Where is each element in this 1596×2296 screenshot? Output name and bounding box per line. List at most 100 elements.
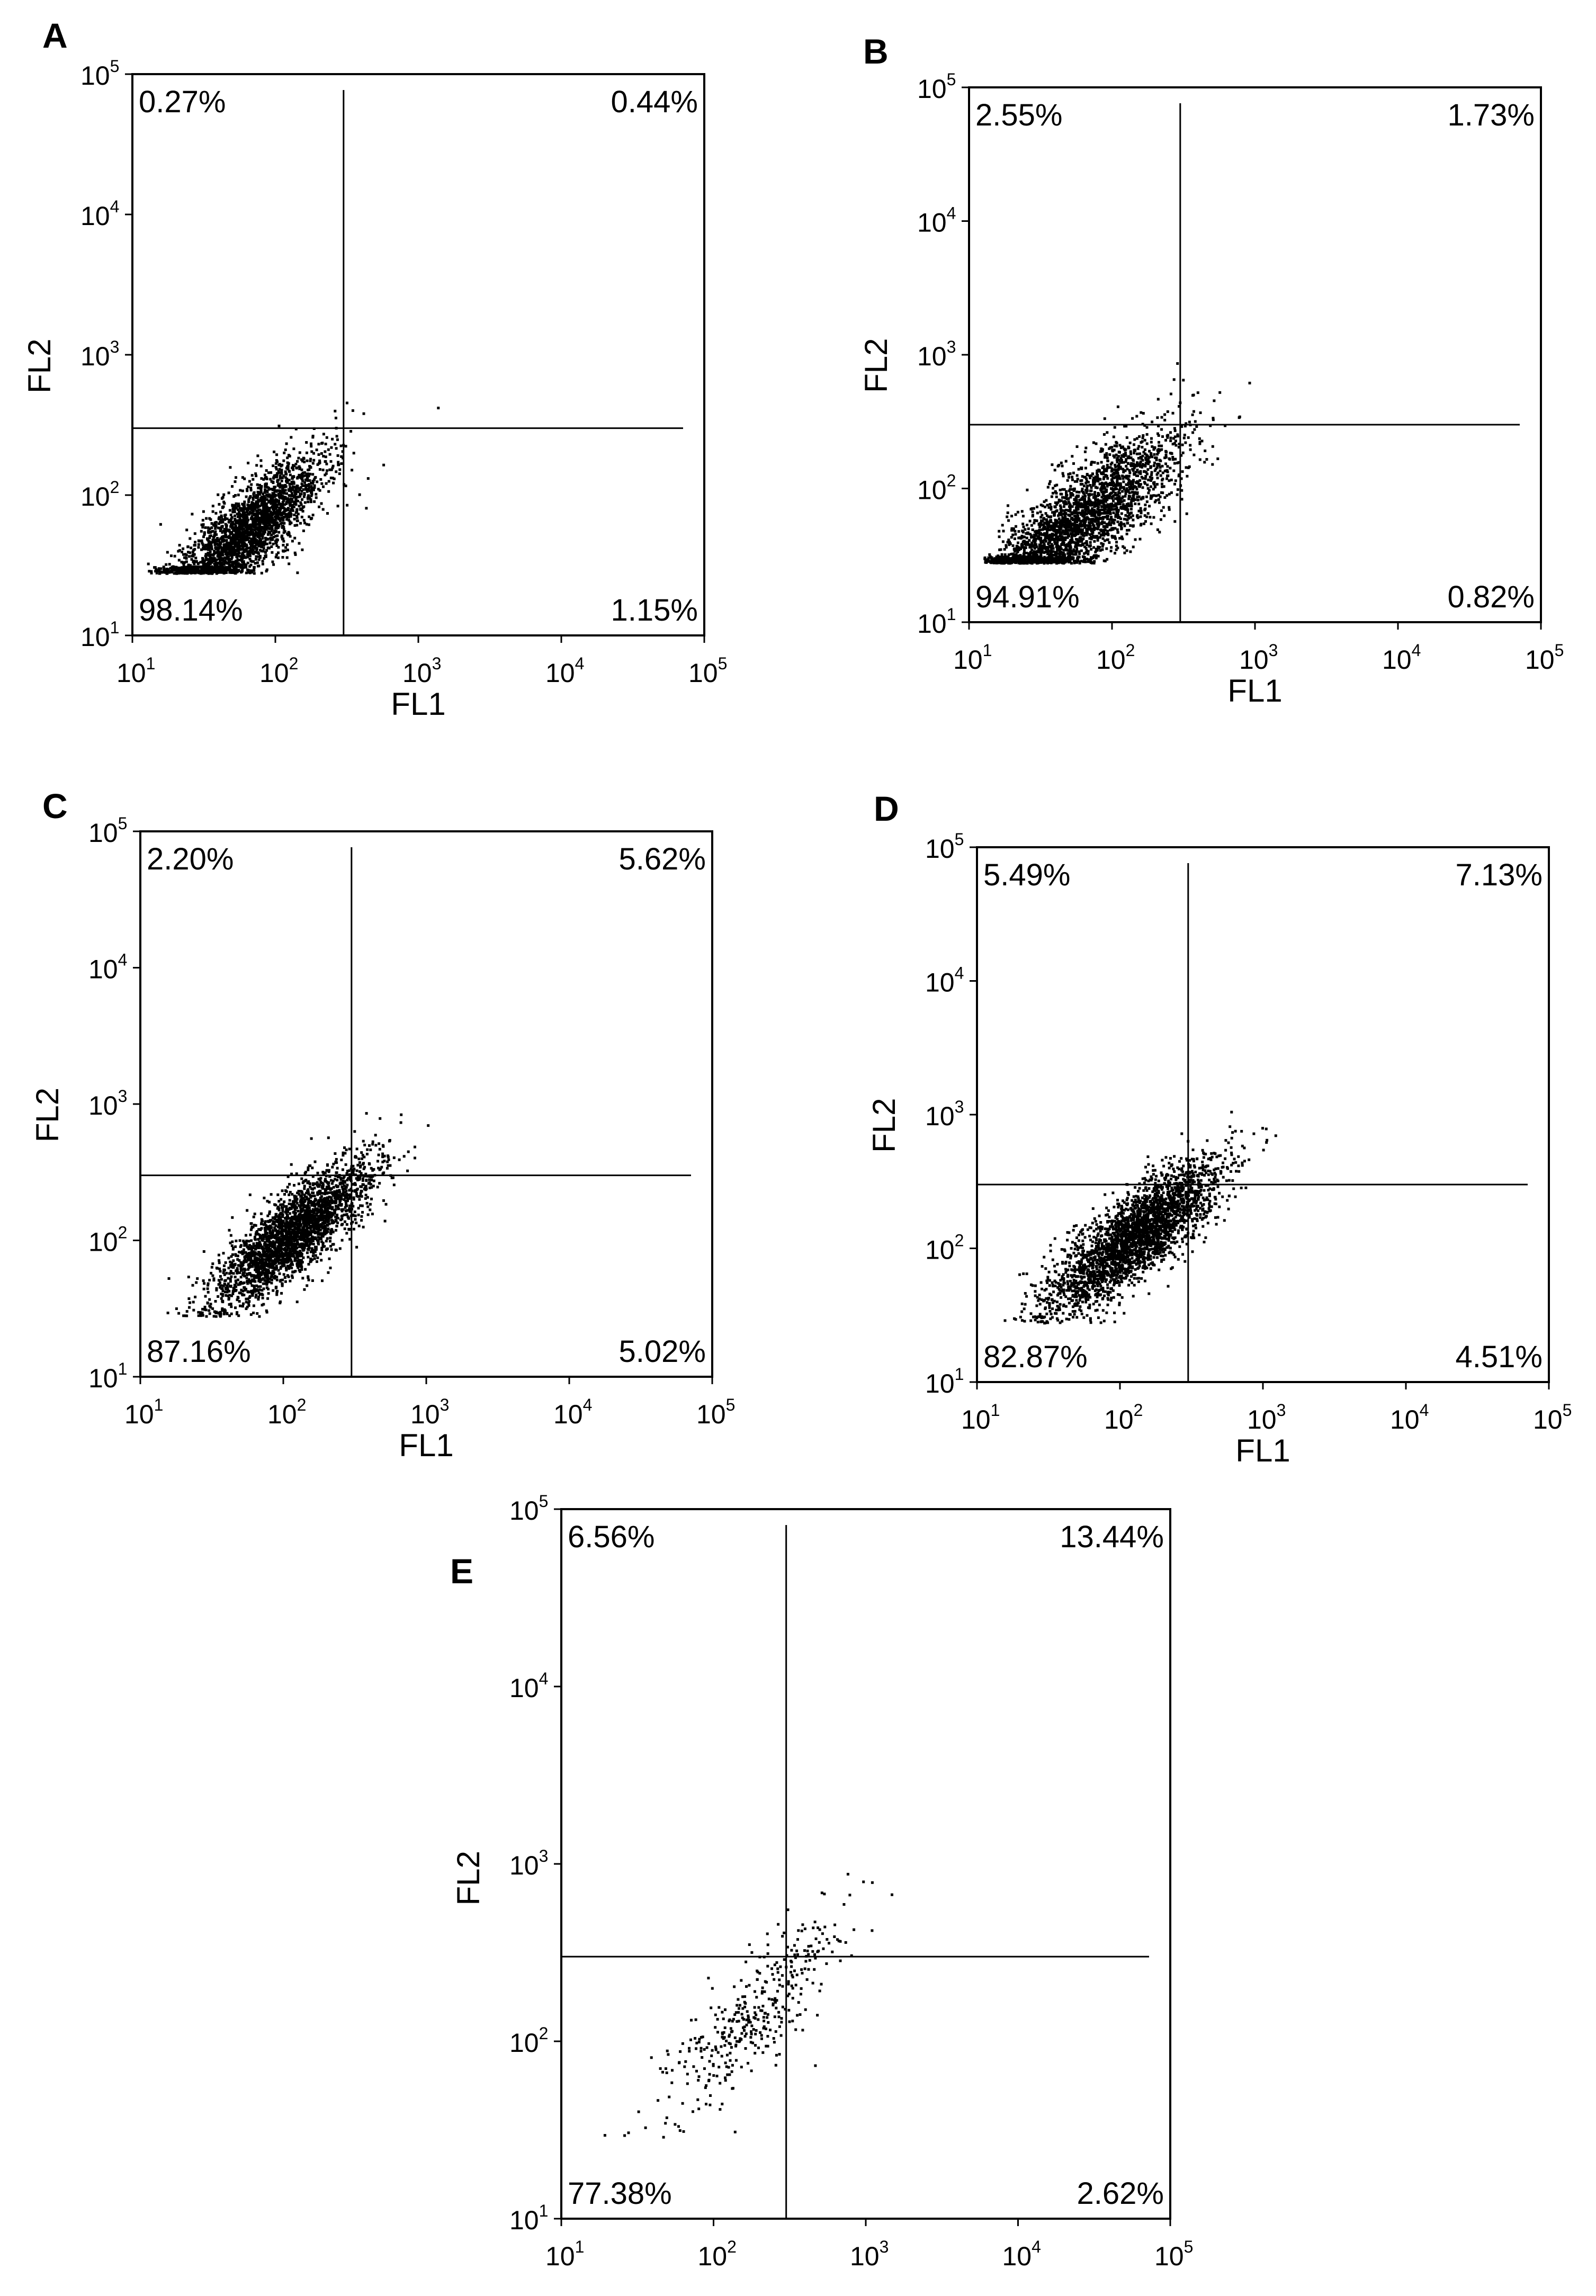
data-point — [1073, 518, 1076, 521]
data-point — [1067, 514, 1070, 517]
data-point — [178, 549, 181, 552]
data-point — [1157, 498, 1160, 501]
data-point — [1075, 519, 1079, 523]
data-point — [1042, 559, 1045, 562]
data-point — [1099, 450, 1102, 453]
data-point — [240, 509, 243, 512]
data-point — [274, 462, 277, 465]
data-point — [192, 553, 195, 557]
data-point — [237, 494, 240, 497]
data-point — [1125, 474, 1128, 478]
data-point — [1095, 504, 1098, 507]
data-point — [1106, 467, 1109, 470]
data-point — [1119, 517, 1123, 521]
data-point — [1102, 465, 1105, 468]
data-point — [225, 524, 228, 527]
data-point — [1054, 523, 1057, 526]
data-point — [184, 553, 187, 556]
data-point — [1038, 537, 1041, 541]
data-point — [276, 479, 279, 482]
data-point — [205, 548, 209, 551]
data-point — [1119, 521, 1123, 524]
data-point — [1119, 465, 1122, 469]
data-point — [1095, 518, 1098, 521]
data-point — [1189, 444, 1192, 447]
data-point — [318, 468, 321, 471]
data-point — [1116, 472, 1119, 475]
data-point — [1122, 468, 1125, 471]
data-point — [201, 526, 204, 529]
data-point — [1055, 542, 1059, 545]
data-point — [241, 539, 245, 541]
quadrant-label-lower-right: 1.15% — [611, 593, 698, 627]
data-point — [1025, 543, 1028, 546]
data-point — [281, 488, 284, 491]
data-point — [213, 539, 217, 542]
data-point — [200, 530, 203, 533]
data-point — [1070, 558, 1073, 561]
data-point — [1116, 461, 1119, 464]
data-point — [1048, 525, 1052, 528]
data-point — [307, 474, 310, 478]
data-point — [1114, 463, 1117, 467]
data-point — [286, 508, 290, 512]
data-point — [225, 546, 227, 549]
data-point — [271, 521, 274, 524]
data-point — [1125, 532, 1128, 535]
data-point — [239, 489, 242, 492]
data-point — [1090, 561, 1093, 564]
data-point — [231, 547, 234, 550]
data-point — [208, 569, 211, 571]
data-point — [260, 571, 263, 575]
data-point — [1097, 536, 1099, 540]
data-point — [287, 454, 290, 457]
data-point — [1018, 558, 1021, 560]
data-point — [242, 566, 245, 569]
data-point — [1149, 516, 1152, 519]
data-point — [267, 533, 270, 536]
data-point — [1135, 488, 1138, 491]
data-point — [198, 570, 201, 573]
data-point — [217, 522, 220, 525]
data-point — [1084, 504, 1088, 507]
x-tick-label: 101 — [953, 641, 992, 675]
data-point — [1085, 558, 1088, 561]
data-point — [264, 551, 267, 554]
data-point — [1096, 527, 1099, 531]
data-point — [257, 527, 260, 531]
data-point — [261, 509, 264, 513]
data-point — [1015, 553, 1018, 556]
data-point — [265, 549, 268, 552]
data-point — [208, 531, 211, 534]
data-point — [254, 558, 257, 561]
data-point — [220, 514, 223, 517]
y-tick-label: 104 — [80, 197, 119, 231]
data-point — [1111, 528, 1115, 531]
data-point — [286, 497, 289, 500]
data-point — [312, 480, 315, 483]
data-point — [318, 461, 321, 464]
data-point — [255, 494, 258, 497]
data-point — [267, 516, 270, 519]
data-point — [262, 526, 265, 529]
data-point — [269, 536, 272, 540]
data-point — [313, 476, 317, 479]
data-point — [1174, 440, 1177, 443]
data-point — [1024, 559, 1027, 562]
data-point — [1056, 519, 1059, 522]
data-point — [1070, 562, 1073, 565]
data-point — [310, 490, 313, 493]
data-point — [211, 571, 214, 575]
data-point — [284, 546, 288, 549]
data-point — [236, 556, 239, 559]
data-point — [221, 540, 224, 543]
data-point — [1074, 496, 1078, 499]
data-point — [1171, 411, 1174, 415]
data-point — [253, 514, 256, 517]
data-point — [1068, 476, 1070, 479]
data-point — [281, 526, 284, 529]
data-point — [1124, 495, 1127, 498]
data-point — [272, 535, 275, 539]
data-point — [988, 553, 991, 556]
data-point — [1074, 553, 1078, 556]
